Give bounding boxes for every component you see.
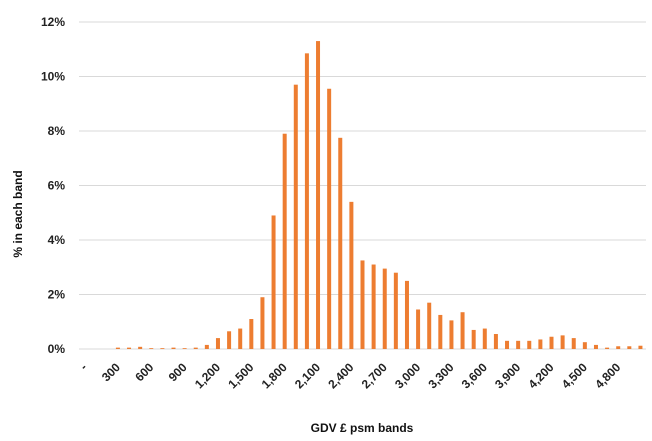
bar — [316, 41, 321, 349]
bar — [505, 340, 510, 349]
bar — [360, 260, 365, 349]
bar — [327, 88, 332, 349]
x-tick-label: 3,000 — [392, 360, 423, 391]
bar — [438, 314, 443, 349]
bar — [349, 201, 354, 349]
gridlines — [79, 21, 646, 350]
bar — [538, 339, 543, 349]
x-tick-label: 1,200 — [192, 360, 223, 391]
x-tick-label: 600 — [132, 360, 156, 384]
x-tick-label: 2,100 — [292, 360, 323, 391]
x-tick-label: 3,900 — [492, 360, 523, 391]
bar — [115, 347, 120, 349]
y-tick-label: 6% — [48, 179, 66, 193]
bar — [393, 272, 398, 349]
bar — [449, 320, 454, 349]
bar — [260, 297, 265, 349]
bar — [616, 346, 621, 349]
bar — [293, 84, 298, 350]
y-tick-label: 12% — [41, 15, 65, 29]
y-tick-label: 0% — [48, 342, 66, 356]
bar — [282, 133, 287, 349]
x-tick-label: 3,600 — [459, 360, 490, 391]
y-tick-label: 2% — [48, 288, 66, 302]
bar — [149, 348, 154, 349]
bar — [138, 346, 143, 349]
y-axis-title: % in each band — [11, 170, 25, 257]
x-tick-label: 900 — [166, 360, 190, 384]
x-tick-labels: -300 600 900 1,200 1,500 1,800 2,100 2,400 2,700… — [77, 360, 624, 391]
bar — [605, 347, 610, 349]
x-tick-label: 2,400 — [325, 360, 356, 391]
x-tick-label: 4,200 — [525, 360, 556, 391]
x-tick-label: 3,300 — [425, 360, 456, 391]
bar — [471, 329, 476, 349]
bar — [416, 309, 421, 349]
bar — [593, 344, 598, 349]
bar — [427, 302, 432, 349]
bar — [571, 338, 576, 349]
x-tick-label: - — [77, 360, 90, 373]
bar — [160, 348, 165, 349]
bar — [549, 336, 554, 349]
bars — [115, 41, 643, 350]
y-tick-label: 10% — [41, 70, 65, 84]
bar — [527, 340, 532, 349]
bar — [482, 328, 487, 349]
x-axis-title: GDV £ psm bands — [311, 421, 414, 435]
x-tick-label: 4,800 — [592, 360, 623, 391]
bar — [516, 340, 521, 349]
bar — [493, 334, 498, 349]
x-tick-label: 1,500 — [225, 360, 256, 391]
bar — [404, 280, 409, 350]
y-tick-labels: 0% 2% 4% 6% 8% 10% 12% — [41, 15, 65, 356]
bar — [304, 53, 309, 350]
y-tick-label: 4% — [48, 233, 66, 247]
bar — [382, 268, 387, 349]
bar — [127, 347, 132, 349]
bar — [560, 335, 565, 350]
bar — [338, 137, 343, 349]
x-tick-label: 4,500 — [559, 360, 590, 391]
bar — [638, 345, 643, 349]
x-tick-label: 2,700 — [359, 360, 390, 391]
bar — [238, 328, 243, 349]
bar — [171, 347, 176, 349]
bar — [582, 342, 587, 349]
bar — [460, 312, 465, 349]
bar — [371, 264, 376, 349]
bar — [204, 344, 209, 349]
x-tick-label: 300 — [99, 360, 123, 384]
y-tick-label: 8% — [48, 124, 66, 138]
bar — [627, 346, 632, 349]
bar — [271, 215, 276, 349]
x-tick-label: 1,800 — [259, 360, 290, 391]
bar — [215, 338, 220, 349]
bar — [227, 331, 232, 349]
bar — [193, 347, 198, 349]
bar — [249, 319, 254, 349]
bar — [182, 348, 187, 349]
